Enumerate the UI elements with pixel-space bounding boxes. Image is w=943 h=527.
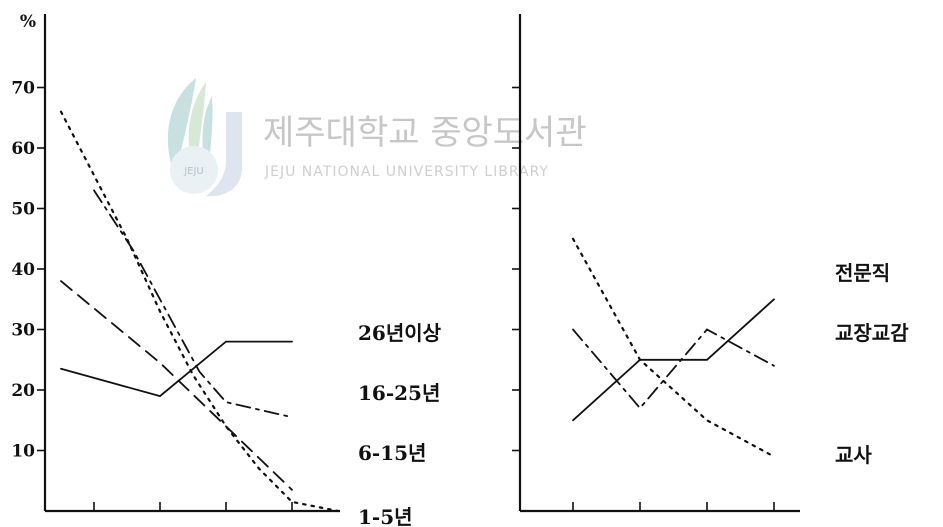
series-line	[93, 189, 293, 419]
y-tick-label: 30	[11, 321, 35, 341]
series-label: 26년이상	[358, 321, 442, 345]
y-tick-label: 40	[11, 260, 35, 280]
series-label: 교장교감	[835, 321, 909, 345]
library-logo-icon: JEJU	[167, 78, 242, 197]
y-tick-label: 10	[11, 442, 35, 462]
series-line	[572, 328, 775, 410]
series-label: 교사	[835, 443, 872, 467]
watermark-subtitle: JEJU NATIONAL UNIVERSITY LIBRARY	[264, 164, 549, 180]
series-line	[572, 298, 775, 422]
y-axis-label: %	[20, 12, 36, 32]
series-line	[60, 280, 293, 491]
series-line	[59, 110, 340, 513]
y-tick-label: 70	[11, 79, 35, 99]
series-line	[571, 237, 776, 458]
library-logo-text: JEJU	[183, 166, 204, 177]
watermark: JEJU 제주대학교 중앙도서관 JEJU NATIONAL UNIVERSIT…	[167, 78, 587, 197]
chart-panel-left: 10 20 30 40 50 60 70% 26년이상 16-25년 6-15년 1-5년	[11, 12, 441, 527]
watermark-title: 제주대학교 중앙도서관	[263, 113, 587, 153]
series-label: 전문직	[835, 261, 890, 285]
y-tick-label: 60	[11, 139, 35, 159]
series-label: 6-15년	[358, 441, 426, 465]
y-tick-label: 50	[11, 200, 35, 220]
series-label: 16-25년	[358, 381, 440, 405]
series-label: 1-5년	[358, 505, 413, 527]
y-tick-label: 20	[11, 381, 35, 401]
series-line	[60, 340, 293, 398]
